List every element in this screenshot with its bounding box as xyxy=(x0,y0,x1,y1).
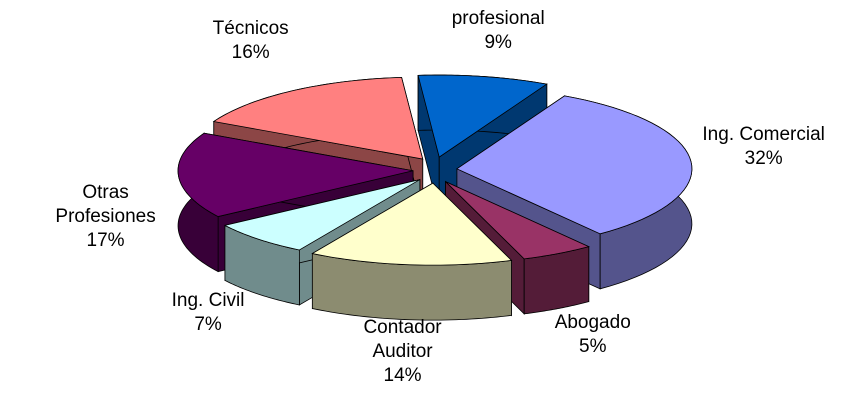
slice-label: Otras Profesiones 17% xyxy=(31,181,181,253)
slice-top xyxy=(223,179,421,251)
slice-top xyxy=(177,132,414,217)
category-label: Técnicos xyxy=(212,17,289,39)
slice-top xyxy=(445,181,590,260)
category-label: Ing. Civil xyxy=(171,290,245,312)
category-label: Personal no profesional xyxy=(448,0,549,29)
value-label: 5% xyxy=(579,335,607,357)
value-label: 16% xyxy=(231,41,270,63)
slice-top xyxy=(456,95,693,235)
value-label: 32% xyxy=(744,148,783,170)
slice-label: Técnicos 16% xyxy=(176,17,326,65)
slice-label: Contador Auditor 14% xyxy=(328,316,478,388)
slice-top xyxy=(212,76,424,160)
value-label: 7% xyxy=(194,314,222,336)
value-label: 14% xyxy=(383,364,422,386)
category-label: Ing. Comercial xyxy=(702,124,825,146)
slice-top xyxy=(417,74,548,158)
slice-label: Abogado 5% xyxy=(518,311,668,359)
value-label: 17% xyxy=(86,229,125,251)
category-label: Abogado xyxy=(554,311,631,333)
slice-top xyxy=(311,182,513,266)
slice xyxy=(311,182,513,321)
category-label: Contador Auditor xyxy=(363,316,442,362)
slice-label: Ing. Civil 7% xyxy=(133,289,283,337)
value-label: 9% xyxy=(484,31,512,53)
slice-label: Ing. Comercial 32% xyxy=(689,123,839,171)
category-label: Otras Profesiones xyxy=(55,181,156,227)
